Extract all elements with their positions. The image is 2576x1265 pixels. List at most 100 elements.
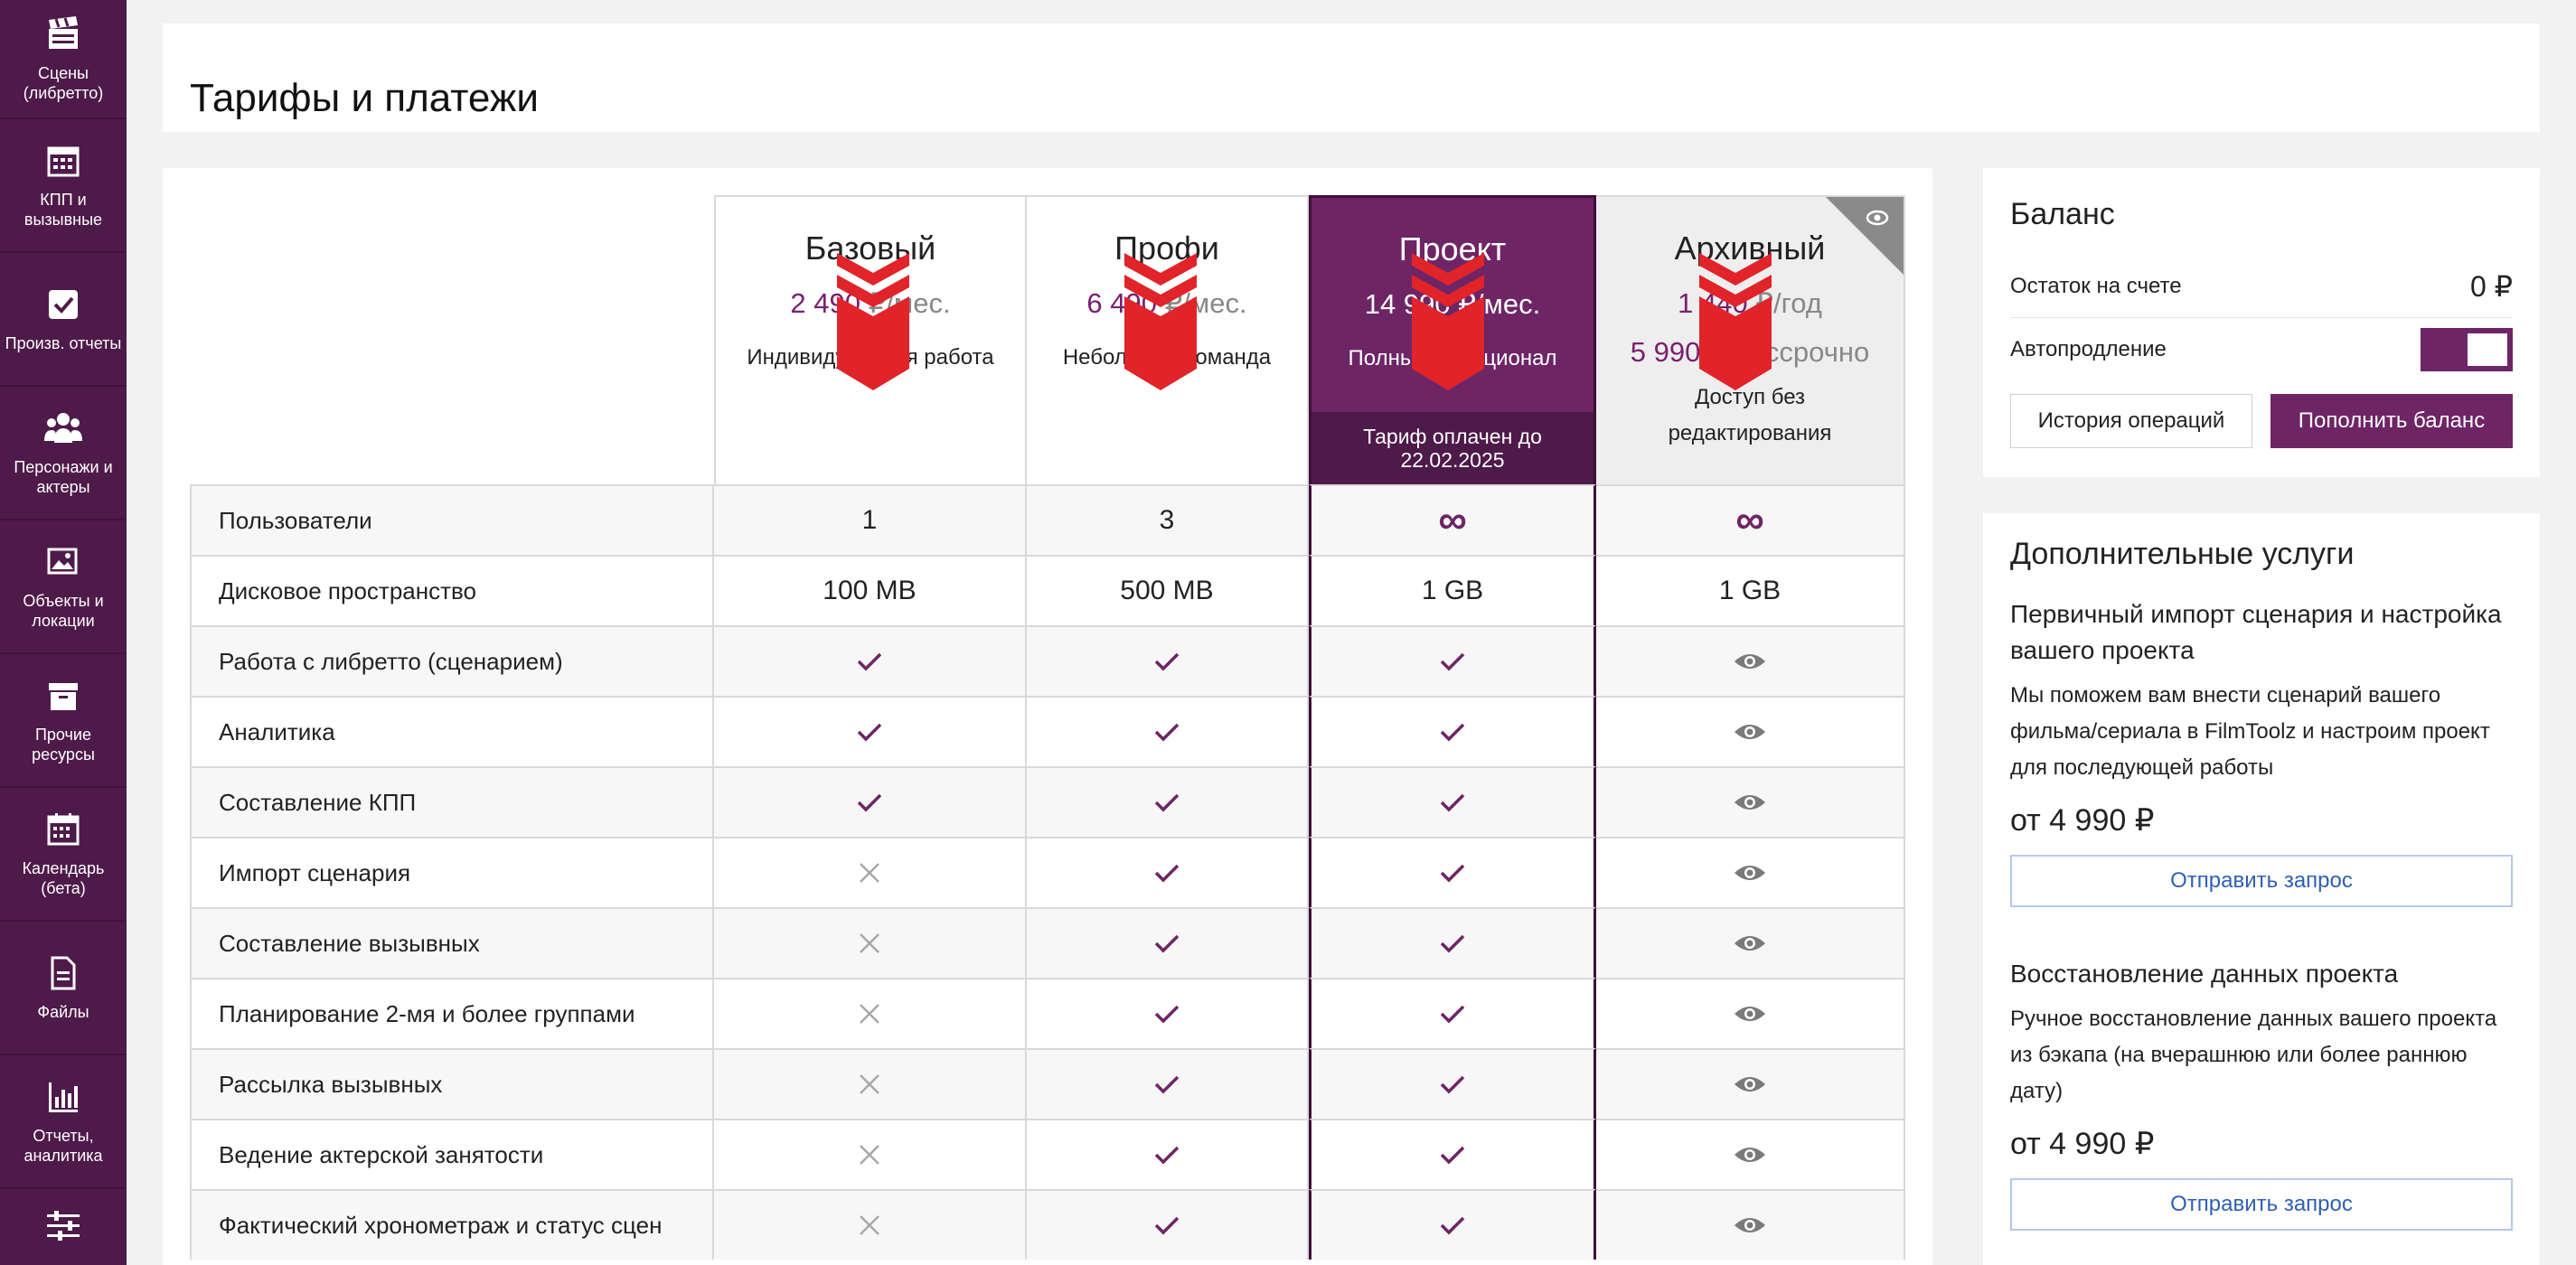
eye-icon (1596, 1189, 1905, 1260)
sidebar-item-reports[interactable]: Произв. отчеты (0, 253, 127, 387)
chevron-down-arrow-icon (837, 253, 909, 390)
calendar-icon (43, 810, 83, 849)
check-icon (1309, 625, 1596, 696)
features-table: Пользователи 1 3 ∞ ∞ Дисковое пространство 100… (190, 484, 1905, 1260)
feature-row: Составление КПП (190, 766, 1905, 837)
eye-icon (1596, 625, 1905, 696)
feature-row: Фактический хронометраж и статус сцен (190, 1189, 1905, 1260)
service-item-import: Первичный импорт сценария и настройка ва… (2010, 596, 2513, 907)
topup-balance-button[interactable]: Пополнить баланс (2270, 394, 2513, 448)
sidebar-item-objects[interactable]: Объекты и локации (0, 520, 127, 654)
eye-icon (1866, 210, 1889, 230)
people-icon (43, 408, 83, 448)
service-description: Мы поможем вам внести сценарий вашего фи… (2010, 683, 2490, 780)
check-icon (1027, 978, 1309, 1048)
cross-icon (714, 1119, 1027, 1189)
cross-icon (714, 837, 1027, 907)
feature-value: 500 MB (1027, 555, 1309, 625)
cross-icon (714, 907, 1027, 978)
feature-value: 3 (1027, 484, 1309, 555)
eye-icon (1596, 978, 1905, 1048)
check-icon (1309, 907, 1596, 978)
sidebar: Сцены (либретто) КПП и вызывные Произв. … (0, 0, 127, 1265)
check-icon (1309, 1048, 1596, 1119)
feature-label: Составление вызывных (190, 907, 714, 978)
feature-label: Импорт сценария (190, 837, 714, 907)
sidebar-item-characters[interactable]: Персонажи и актеры (0, 387, 127, 520)
feature-value: ∞ (1596, 484, 1905, 555)
feature-label: Пользователи (190, 484, 714, 555)
sidebar-item-label: Отчеты, аналитика (24, 1127, 103, 1165)
eye-icon (1596, 907, 1905, 978)
send-request-button[interactable]: Отправить запрос (2010, 855, 2513, 907)
eye-icon (1596, 766, 1905, 837)
autorenew-row: Автопродление (2010, 318, 2513, 381)
page-title: Тарифы и платежи (190, 76, 539, 120)
balance-remaining-row: Остаток на счете 0 ₽ (2010, 255, 2513, 318)
clapperboard-icon (43, 14, 83, 54)
sidebar-item-label: Объекты и локации (23, 592, 104, 630)
sidebar-item-label: КПП и вызывные (24, 191, 103, 229)
check-icon (1309, 696, 1596, 766)
toggle-knob (2468, 333, 2507, 366)
feature-row: Ведение актерской занятости (190, 1119, 1905, 1189)
service-item-restore: Восстановление данных проекта Ручное вос… (2010, 956, 2513, 1231)
plan-description: Доступ без редактирования (1668, 385, 1832, 445)
archive-corner-ribbon (1826, 197, 1904, 275)
check-icon (1309, 837, 1596, 907)
feature-label: Рассылка вызывных (190, 1048, 714, 1119)
pricing-card: Базовый 2 490 ₽/мес. Индивидуальная рабо… (163, 168, 1932, 1265)
feature-row: Импорт сценария (190, 837, 1905, 907)
check-icon (1027, 625, 1309, 696)
feature-value: 1 (714, 484, 1027, 555)
check-icon (1027, 1189, 1309, 1260)
image-icon (43, 542, 83, 582)
autorenew-label: Автопродление (2010, 337, 2167, 361)
feature-row: Работа с либретто (сценарием) (190, 625, 1905, 696)
sidebar-item-scenes[interactable]: Сцены (либретто) (0, 0, 127, 119)
plan-name: Базовый (804, 230, 936, 267)
check-icon (1027, 837, 1309, 907)
feature-row: Составление вызывных (190, 907, 1905, 978)
cross-icon (714, 978, 1027, 1048)
feature-value: ∞ (1309, 484, 1596, 555)
balance-remaining-value: 0 ₽ (2469, 269, 2513, 303)
checkbox-icon (43, 285, 83, 324)
sidebar-item-kpp[interactable]: КПП и вызывные (0, 119, 127, 253)
autorenew-toggle[interactable] (2421, 328, 2513, 371)
feature-label: Составление КПП (190, 766, 714, 837)
feature-row: Аналитика (190, 696, 1905, 766)
sidebar-item-settings[interactable] (0, 1189, 127, 1265)
sidebar-item-label: Произв. отчеты (5, 334, 122, 352)
feature-row: Пользователи 1 3 ∞ ∞ (190, 484, 1905, 555)
eye-icon (1596, 1048, 1905, 1119)
feature-row: Планирование 2-мя и более группами (190, 978, 1905, 1048)
sidebar-item-files[interactable]: Файлы (0, 922, 127, 1055)
send-request-button[interactable]: Отправить запрос (2010, 1178, 2513, 1231)
sidebar-item-label: Сцены (либретто) (23, 64, 104, 102)
feature-label: Дисковое пространство (190, 555, 714, 625)
balance-card: Баланс Остаток на счете 0 ₽ Автопродлени… (1983, 168, 2540, 477)
operations-history-button[interactable]: История операций (2010, 394, 2252, 448)
service-title: Первичный импорт сценария и настройка ва… (2010, 600, 2502, 664)
check-icon (1027, 907, 1309, 978)
sidebar-item-analytics[interactable]: Отчеты, аналитика (0, 1055, 127, 1189)
eye-icon (1596, 696, 1905, 766)
service-price: от 4 990 ₽ (2010, 1127, 2155, 1161)
feature-value: 1 GB (1309, 555, 1596, 625)
feature-label: Аналитика (190, 696, 714, 766)
feature-value: 1 GB (1596, 555, 1905, 625)
chevron-down-arrow-icon (1699, 253, 1772, 390)
additional-services-card: Дополнительные услуги Первичный импорт с… (1983, 513, 2540, 1265)
check-icon (714, 696, 1027, 766)
sidebar-item-label: Календарь (бета) (22, 859, 105, 897)
sidebar-item-resources[interactable]: Прочие ресурсы (0, 654, 127, 788)
check-icon (1309, 1189, 1596, 1260)
sidebar-item-calendar[interactable]: Календарь (бета) (0, 788, 127, 922)
balance-title: Баланс (2010, 197, 2115, 231)
plans-header-row: Базовый 2 490 ₽/мес. Индивидуальная рабо… (190, 195, 1905, 484)
eye-icon (1596, 1119, 1905, 1189)
eye-icon (1596, 837, 1905, 907)
page-header: Тарифы и платежи (163, 23, 2540, 132)
check-icon (1027, 696, 1309, 766)
